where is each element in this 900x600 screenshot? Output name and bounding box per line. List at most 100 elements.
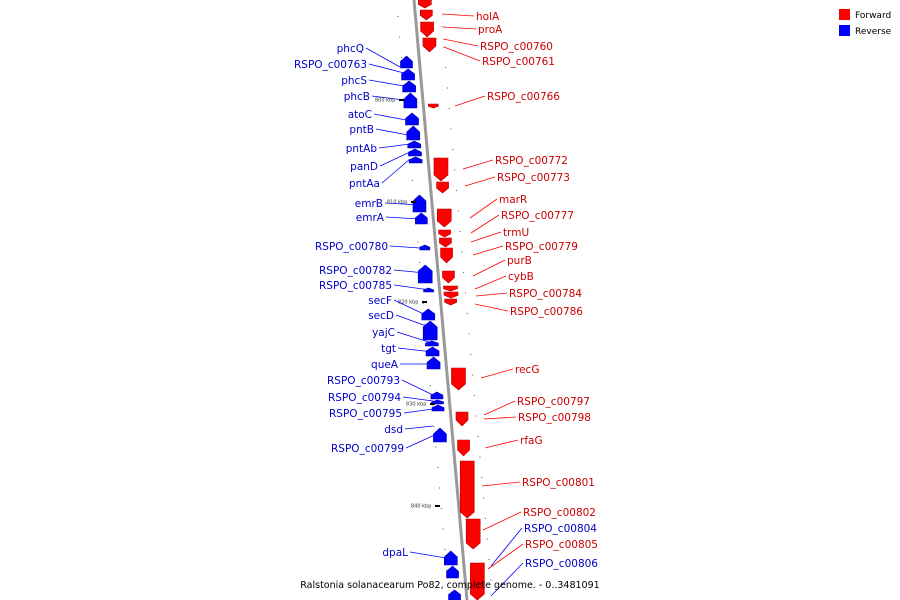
reverse-gene-glyph [425,346,440,357]
scale-dot [483,497,485,499]
reverse-gene-glyph [415,212,428,225]
reverse-gene-glyph [405,112,419,126]
forward-label-leader [462,159,494,170]
scale-dot [450,128,452,130]
forward-gene-glyph [459,460,475,519]
forward-gene-glyph [438,229,451,238]
forward-gene-glyph [440,247,453,264]
gene-label-rspo-c00766: RSPO_c00766 [487,91,560,103]
reverse-label-leader [393,284,431,291]
scale-dot [426,344,428,345]
gene-label-recg: recG [515,364,539,376]
scale-dot [433,426,435,427]
gene-label-secf: secF [368,295,392,307]
reverse-label-leader [402,396,434,402]
gene-label-trmu: trmU [503,227,529,239]
scale-dot [490,579,492,581]
scale-dot [431,405,433,407]
forward-gene-glyph [420,21,434,38]
forward-label-leader [464,176,496,187]
scale-dot [424,323,426,325]
reverse-label-leader [404,425,434,430]
forward-gene-glyph [443,291,459,299]
scale-tick-mark [422,301,427,303]
legend: Forward Reverse [839,9,892,37]
scale-dot [440,508,442,509]
reverse-gene-glyph [406,125,421,141]
forward-label-leader [454,95,486,107]
reverse-gene-glyph [433,427,447,443]
legend-reverse-swatch [839,25,850,36]
scale-dot [454,169,456,171]
forward-label-leader [472,259,506,277]
scale-dots [397,16,492,581]
scale-dot [442,528,444,530]
reverse-gene-glyph [417,264,433,284]
reverse-gene-glyph [403,92,418,109]
scale-tick-label: 810 kbp [387,200,407,206]
gene-label-rspo-c00785: RSPO_c00785 [319,280,392,292]
forward-gene-glyph [457,439,470,457]
scale-dot [417,241,419,243]
scale-dot [457,210,459,212]
legend-forward-swatch [839,9,850,20]
scale-dot [461,251,463,253]
forward-gene-glyph [428,103,439,109]
forward-gene-glyph [465,518,481,550]
gene-label-rspo-c00799: RSPO_c00799 [331,443,404,455]
scale-dot [415,221,417,222]
reverse-gene-glyph [431,404,445,412]
gene-label-rspo-c00763: RSPO_c00763 [294,59,367,71]
gene-label-yajc: yajC [372,327,395,339]
forward-gene-glyph [422,37,437,53]
scale-dot [410,159,412,161]
forward-label-leader [483,416,517,420]
gene-label-marr: marR [499,194,527,206]
scale-dot [419,262,421,263]
gene-label-emrb: emrB [355,198,383,210]
reverse-label-leader [409,551,447,559]
scale-tick-mark [411,201,416,203]
reverse-label-leader [393,299,431,318]
forward-gene-glyph [444,298,457,306]
forward-label-leader [470,214,500,234]
gene-label-dpal: dpaL [382,547,408,559]
genome-caption: Ralstonia solanacearum Po82, complete ge… [300,580,599,591]
scale-tick-label: 800 kbp [375,98,395,104]
reverse-label-leader [368,63,405,74]
reverse-label-leader [389,245,421,249]
gene-label-pntb: pntB [349,124,374,136]
gene-label-rspo-c00773: RSPO_c00773 [497,172,570,184]
gene-label-hola: holA [476,11,500,23]
forward-gene-glyph [436,208,452,228]
gene-label-phcs: phcS [341,75,367,87]
gene-label-rspo-c00777: RSPO_c00777 [501,210,574,222]
reverse-label-leader [379,151,411,167]
forward-gene-glyph [439,237,452,248]
scale-dot [475,415,477,417]
gene-label-atoc: atoC [348,109,372,121]
reverse-label-leader [405,433,438,449]
forward-label-leader [472,245,504,256]
legend-forward-label: Forward [855,11,891,21]
reverse-label-leader [490,527,523,567]
reverse-gene-glyph [430,391,444,400]
scale-dot [455,190,457,191]
reverse-gene-glyph [448,589,461,600]
reverse-gene-glyph [419,244,431,251]
scale-dot [452,149,454,150]
gene-label-purb: purB [507,255,532,267]
scale-tick-mark [399,99,404,101]
gene-label-rspo-c00798: RSPO_c00798 [518,412,591,424]
reverse-label-leader [375,128,409,136]
forward-label-leader [484,439,519,449]
gene-label-rspo-c00805: RSPO_c00805 [525,539,598,551]
scale-dot [404,98,406,99]
reverse-gene-glyph [401,68,415,81]
gene-label-rspo-c00795: RSPO_c00795 [329,408,402,420]
scale-dot [439,487,441,489]
forward-gene-glyph [418,0,432,9]
scale-dot [472,374,474,376]
gene-label-rspo-c00801: RSPO_c00801 [522,477,595,489]
gene-label-rspo-c00784: RSPO_c00784 [509,288,582,300]
